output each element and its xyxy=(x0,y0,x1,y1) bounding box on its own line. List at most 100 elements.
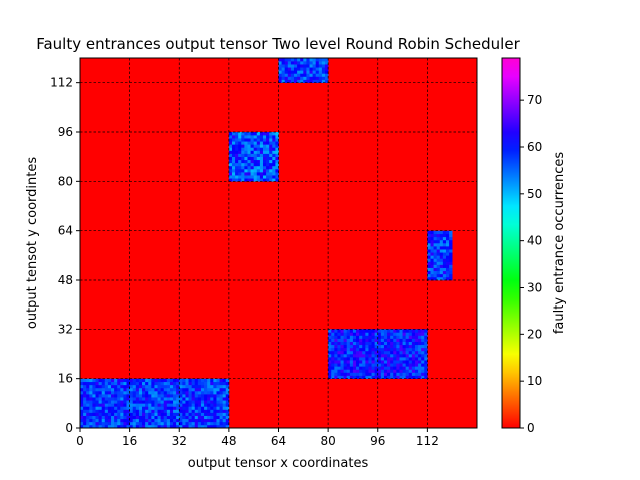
heatmap-cell xyxy=(204,387,208,392)
heatmap-cell xyxy=(185,403,189,407)
heatmap-cell xyxy=(166,391,171,395)
heatmap-cell xyxy=(427,270,431,275)
heatmap-cell xyxy=(266,165,270,170)
heatmap-cell xyxy=(179,418,183,423)
heatmap-cell xyxy=(92,409,96,413)
heatmap-cell xyxy=(132,387,137,392)
heatmap-cell xyxy=(135,387,140,392)
heatmap-cell xyxy=(439,255,444,259)
heatmap-cell xyxy=(185,418,189,423)
heatmap-cell xyxy=(213,424,217,429)
heatmap-cell xyxy=(111,391,115,395)
heatmap-cell xyxy=(371,369,375,373)
heatmap-cell xyxy=(86,387,90,392)
heatmap-cell xyxy=(222,412,227,416)
heatmap-cell xyxy=(421,357,425,361)
heatmap-cell xyxy=(439,273,444,278)
heatmap-cell xyxy=(266,178,270,182)
heatmap-cell xyxy=(365,354,369,358)
heatmap-cell xyxy=(89,387,93,392)
heatmap-cell xyxy=(377,360,382,364)
heatmap-cell xyxy=(145,378,149,383)
heatmap-cell xyxy=(123,391,127,395)
heatmap-cell xyxy=(95,378,99,383)
colorbar-gradient xyxy=(502,58,520,428)
heatmap-cell xyxy=(148,397,152,401)
heatmap-cell xyxy=(272,138,276,142)
heatmap-cell xyxy=(362,341,366,346)
heatmap-cell xyxy=(111,394,115,398)
heatmap-cell xyxy=(430,270,434,275)
heatmap-cell xyxy=(424,350,428,355)
heatmap-cell xyxy=(120,400,124,404)
heatmap-cell xyxy=(405,357,410,361)
heatmap-cell xyxy=(380,363,385,367)
heatmap-cell xyxy=(92,424,96,429)
heatmap-cell xyxy=(374,363,379,367)
heatmap-cell xyxy=(269,175,273,179)
heatmap-cell xyxy=(216,406,220,410)
heatmap-cell xyxy=(123,415,127,420)
heatmap-cell xyxy=(157,424,161,429)
heatmap-cell xyxy=(173,397,177,401)
heatmap-cell xyxy=(231,144,236,148)
heatmap-cell xyxy=(225,412,230,416)
heatmap-cell xyxy=(445,239,450,244)
heatmap-cell xyxy=(138,406,143,410)
heatmap-cell xyxy=(228,165,233,170)
heatmap-cell xyxy=(148,421,152,426)
heatmap-cell xyxy=(337,332,341,336)
heatmap-cell xyxy=(191,409,196,413)
heatmap-cell xyxy=(244,135,248,139)
heatmap-cell xyxy=(163,421,168,426)
heatmap-cell xyxy=(129,415,134,420)
heatmap-cell xyxy=(433,267,437,272)
heatmap-cell xyxy=(306,70,310,74)
heatmap-cell xyxy=(297,67,301,71)
heatmap-cell xyxy=(238,135,242,139)
heatmap-cell xyxy=(262,135,267,139)
heatmap-cell xyxy=(424,344,428,349)
heatmap-cell xyxy=(241,156,245,161)
heatmap-cell xyxy=(250,162,254,167)
heatmap-cell xyxy=(213,378,217,383)
heatmap-cell xyxy=(250,144,254,148)
heatmap-cell xyxy=(235,147,239,151)
heatmap-cell xyxy=(294,73,298,77)
heatmap-cell xyxy=(269,132,273,136)
heatmap-cell xyxy=(120,409,124,413)
heatmap-cell xyxy=(241,141,245,145)
heatmap-cell xyxy=(309,67,313,71)
heatmap-cell xyxy=(101,391,106,395)
heatmap-cell xyxy=(244,165,248,170)
heatmap-cell xyxy=(259,165,264,170)
heatmap-cell xyxy=(244,138,248,142)
heatmap-cell xyxy=(253,159,258,164)
heatmap-cell xyxy=(222,409,227,413)
heatmap-cell xyxy=(104,394,109,398)
heatmap-cell xyxy=(349,338,354,342)
heatmap-cell xyxy=(365,363,369,367)
heatmap-cell xyxy=(176,412,180,416)
heatmap-cell xyxy=(135,391,140,395)
heatmap-cell xyxy=(365,338,369,342)
heatmap-cell xyxy=(266,150,270,154)
heatmap-cell xyxy=(188,403,192,407)
heatmap-cell xyxy=(340,375,344,379)
heatmap-cell xyxy=(371,360,375,364)
heatmap-cell xyxy=(331,350,335,355)
heatmap-cell xyxy=(142,400,146,404)
heatmap-cell xyxy=(343,360,348,364)
heatmap-cell xyxy=(253,138,258,142)
heatmap-cell xyxy=(272,153,276,157)
heatmap-cell xyxy=(390,354,394,358)
heatmap-cell xyxy=(427,273,431,278)
heatmap-cell xyxy=(83,400,87,404)
heatmap-cell xyxy=(197,409,202,413)
heatmap-cell xyxy=(259,141,264,145)
heatmap-cell xyxy=(387,357,391,361)
heatmap-cell xyxy=(104,391,109,395)
heatmap-cell xyxy=(120,387,124,392)
heatmap-cell xyxy=(427,258,431,262)
heatmap-cell xyxy=(145,400,149,404)
